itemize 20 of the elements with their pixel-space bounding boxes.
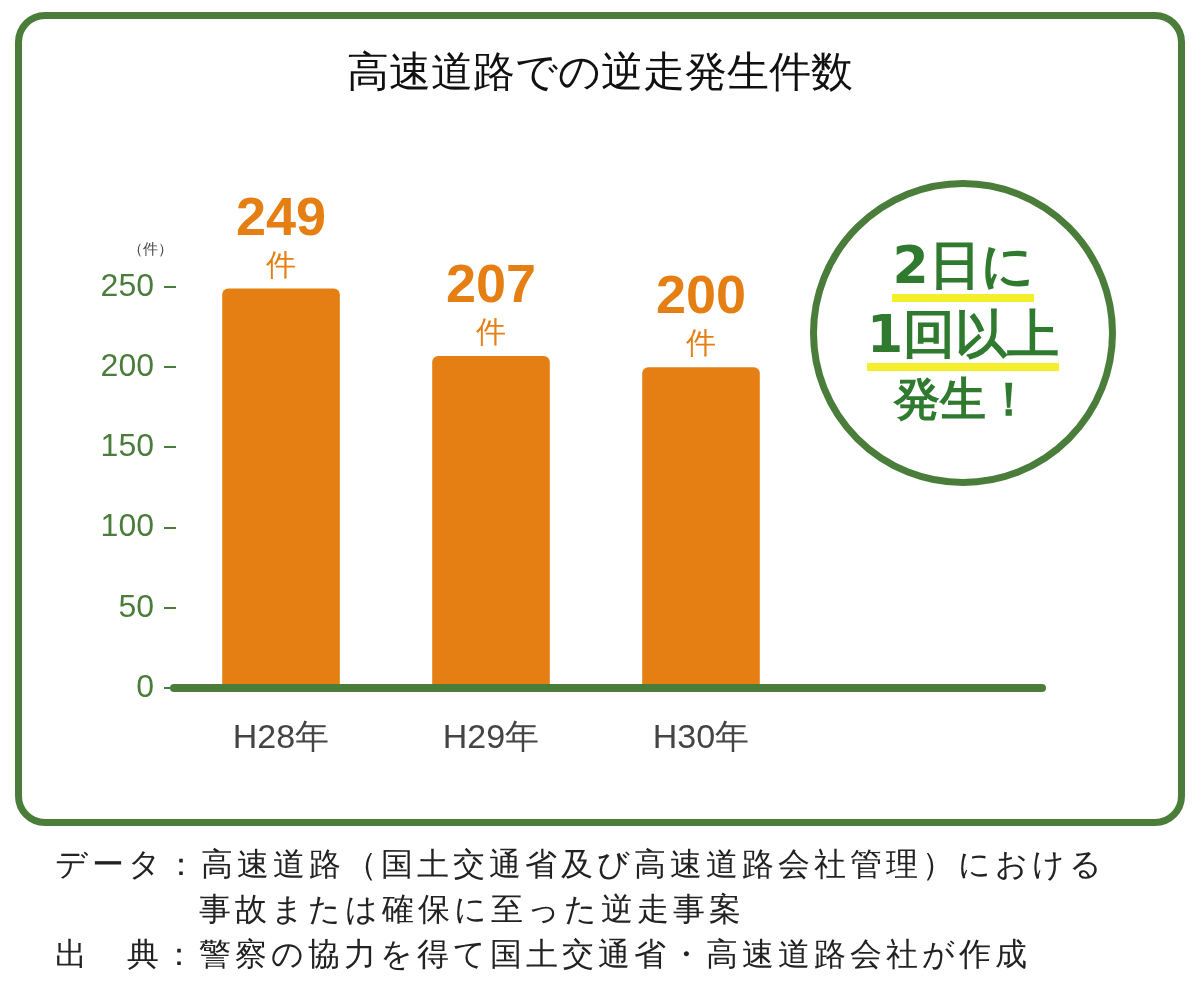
data-label: 200 件 bbox=[655, 264, 747, 361]
y-axis-title: （件） bbox=[127, 239, 173, 258]
data-label: 249 件 bbox=[235, 185, 327, 282]
y-tick-label: 150 bbox=[100, 427, 154, 464]
y-tick-label: 0 bbox=[136, 667, 154, 704]
chart-title: 高速道路での逆走発生件数 bbox=[347, 46, 853, 96]
x-tick-label: H30年 bbox=[652, 716, 750, 755]
text: データ：高速道路（国土交通省及び高速道路会社管理）における事故または確保に至った逆走事案 bbox=[55, 844, 1107, 930]
bar bbox=[642, 367, 760, 687]
bar bbox=[222, 288, 340, 687]
x-tick-label: H29年 bbox=[442, 716, 540, 755]
y-tick-label: 50 bbox=[118, 587, 154, 624]
y-tick-label: 250 bbox=[100, 266, 154, 303]
y-tick-label: 200 bbox=[100, 347, 154, 384]
bar bbox=[432, 355, 550, 687]
text: 出 典：警察の協力を得て国土交通省・高速道路会社が作成 bbox=[55, 933, 1032, 975]
y-tick-label: 100 bbox=[100, 507, 154, 544]
circle-frame: 2日に 1回以上 発生！ bbox=[810, 180, 1116, 486]
data-label: 207 件 bbox=[445, 252, 537, 349]
x-tick-label: H28年 bbox=[232, 716, 330, 755]
